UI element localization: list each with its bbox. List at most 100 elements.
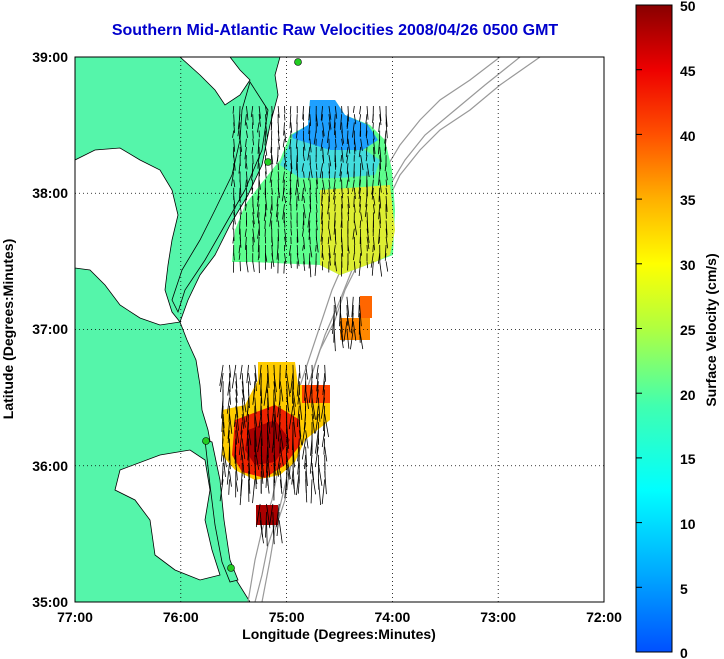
velocity-arrow — [322, 373, 326, 393]
velocity-arrow — [324, 413, 329, 438]
velocity-arrow — [296, 187, 300, 202]
velocity-arrow — [305, 389, 309, 410]
velocity-arrow — [298, 397, 303, 420]
velocity-region-central-2 — [360, 296, 372, 318]
velocity-arrow — [321, 479, 326, 505]
velocity-arrow — [358, 179, 362, 194]
velocity-arrow — [364, 204, 368, 218]
velocity-arrow — [334, 261, 337, 272]
velocity-arrow — [252, 212, 255, 225]
velocity-arrow — [267, 454, 271, 478]
velocity-arrow — [385, 228, 388, 238]
velocity-arrow — [246, 130, 248, 138]
velocity-arrow — [377, 138, 381, 155]
velocity-arrow — [327, 236, 330, 245]
velocity-arrow — [308, 228, 311, 240]
velocity-arrow — [229, 389, 231, 405]
velocity-arrow — [385, 179, 388, 187]
velocity-arrow — [303, 204, 306, 219]
velocity-arrow — [258, 179, 261, 190]
velocity-arrow — [271, 244, 274, 257]
velocity-arrow — [353, 187, 356, 199]
velocity-arrow — [366, 228, 370, 243]
velocity-arrow — [219, 364, 224, 386]
station-marker — [202, 437, 210, 445]
velocity-arrow — [286, 438, 289, 453]
station-marker — [294, 58, 302, 66]
velocity-arrow — [267, 430, 271, 448]
velocity-arrow — [285, 364, 287, 379]
velocity-arrow — [365, 155, 368, 162]
velocity-arrow — [379, 220, 381, 229]
velocity-arrow — [266, 503, 271, 529]
velocity-arrow — [279, 364, 281, 390]
velocity-arrow — [246, 122, 248, 129]
velocity-arrow — [359, 304, 362, 327]
velocity-arrow — [245, 106, 249, 121]
velocity-region-southern-tip — [256, 505, 278, 525]
velocity-arrow — [233, 179, 236, 188]
velocity-arrow — [296, 471, 300, 496]
velocity-arrow — [234, 438, 237, 460]
velocity-arrow — [253, 381, 256, 400]
velocity-arrow — [320, 106, 323, 121]
velocity-arrow — [328, 187, 330, 202]
y-tick-label: 38:00 — [32, 185, 68, 201]
velocity-arrow — [310, 479, 313, 504]
velocity-arrow — [315, 179, 318, 189]
velocity-arrow — [252, 479, 256, 504]
velocity-arrow — [264, 220, 266, 229]
velocity-arrow — [292, 397, 296, 416]
y-tick-label: 37:00 — [32, 321, 68, 337]
velocity-arrow — [321, 187, 323, 202]
velocity-arrow — [316, 381, 319, 399]
velocity-arrow — [379, 212, 381, 224]
velocity-arrow — [244, 204, 247, 211]
velocity-arrow — [222, 446, 227, 468]
eastern-shore — [171, 81, 269, 314]
velocity-arrow — [252, 220, 255, 228]
velocity-arrow — [270, 261, 273, 269]
velocity-arrow — [359, 195, 362, 207]
velocity-arrow — [309, 187, 311, 203]
velocity-arrow — [379, 114, 382, 126]
colorbar-tick-label: 0 — [680, 645, 688, 659]
velocity-arrow — [321, 204, 323, 220]
velocity-arrow — [378, 122, 381, 133]
velocity-arrow — [303, 155, 305, 161]
velocity-arrow — [309, 244, 313, 258]
velocity-arrow — [323, 438, 326, 455]
velocity-arrow — [341, 195, 343, 209]
velocity-arrow — [233, 204, 236, 216]
velocity-arrow — [315, 204, 318, 213]
velocity-arrow — [238, 130, 241, 140]
velocity-arrow — [271, 405, 275, 428]
velocity-arrow — [265, 446, 268, 473]
velocity-arrow — [277, 171, 280, 181]
velocity-arrow — [239, 146, 242, 156]
velocity-arrow — [319, 163, 323, 179]
velocity-arrow — [322, 122, 325, 137]
velocity-arrow — [309, 163, 313, 178]
velocity-arrow — [322, 253, 324, 260]
velocity-arrow — [308, 253, 311, 269]
velocity-arrow — [233, 155, 236, 171]
velocity-arrow — [266, 520, 268, 547]
velocity-arrow — [309, 179, 312, 190]
velocity-arrow — [301, 438, 307, 460]
velocity-arrow — [303, 253, 305, 265]
velocity-arrow — [246, 364, 249, 384]
velocity-arrow — [265, 122, 268, 138]
velocity-arrow — [322, 146, 324, 162]
velocity-arrow — [273, 381, 277, 402]
velocity-arrow — [378, 187, 381, 202]
velocity-arrow — [245, 155, 247, 169]
velocity-arrow — [254, 422, 257, 447]
velocity-arrow — [271, 187, 273, 195]
velocity-arrow — [328, 105, 332, 120]
velocity-arrow — [296, 228, 299, 243]
velocity-arrow — [333, 220, 336, 235]
velocity-arrow — [284, 114, 286, 121]
velocity-arrow — [352, 179, 355, 192]
pamlico-sound — [114, 449, 221, 581]
